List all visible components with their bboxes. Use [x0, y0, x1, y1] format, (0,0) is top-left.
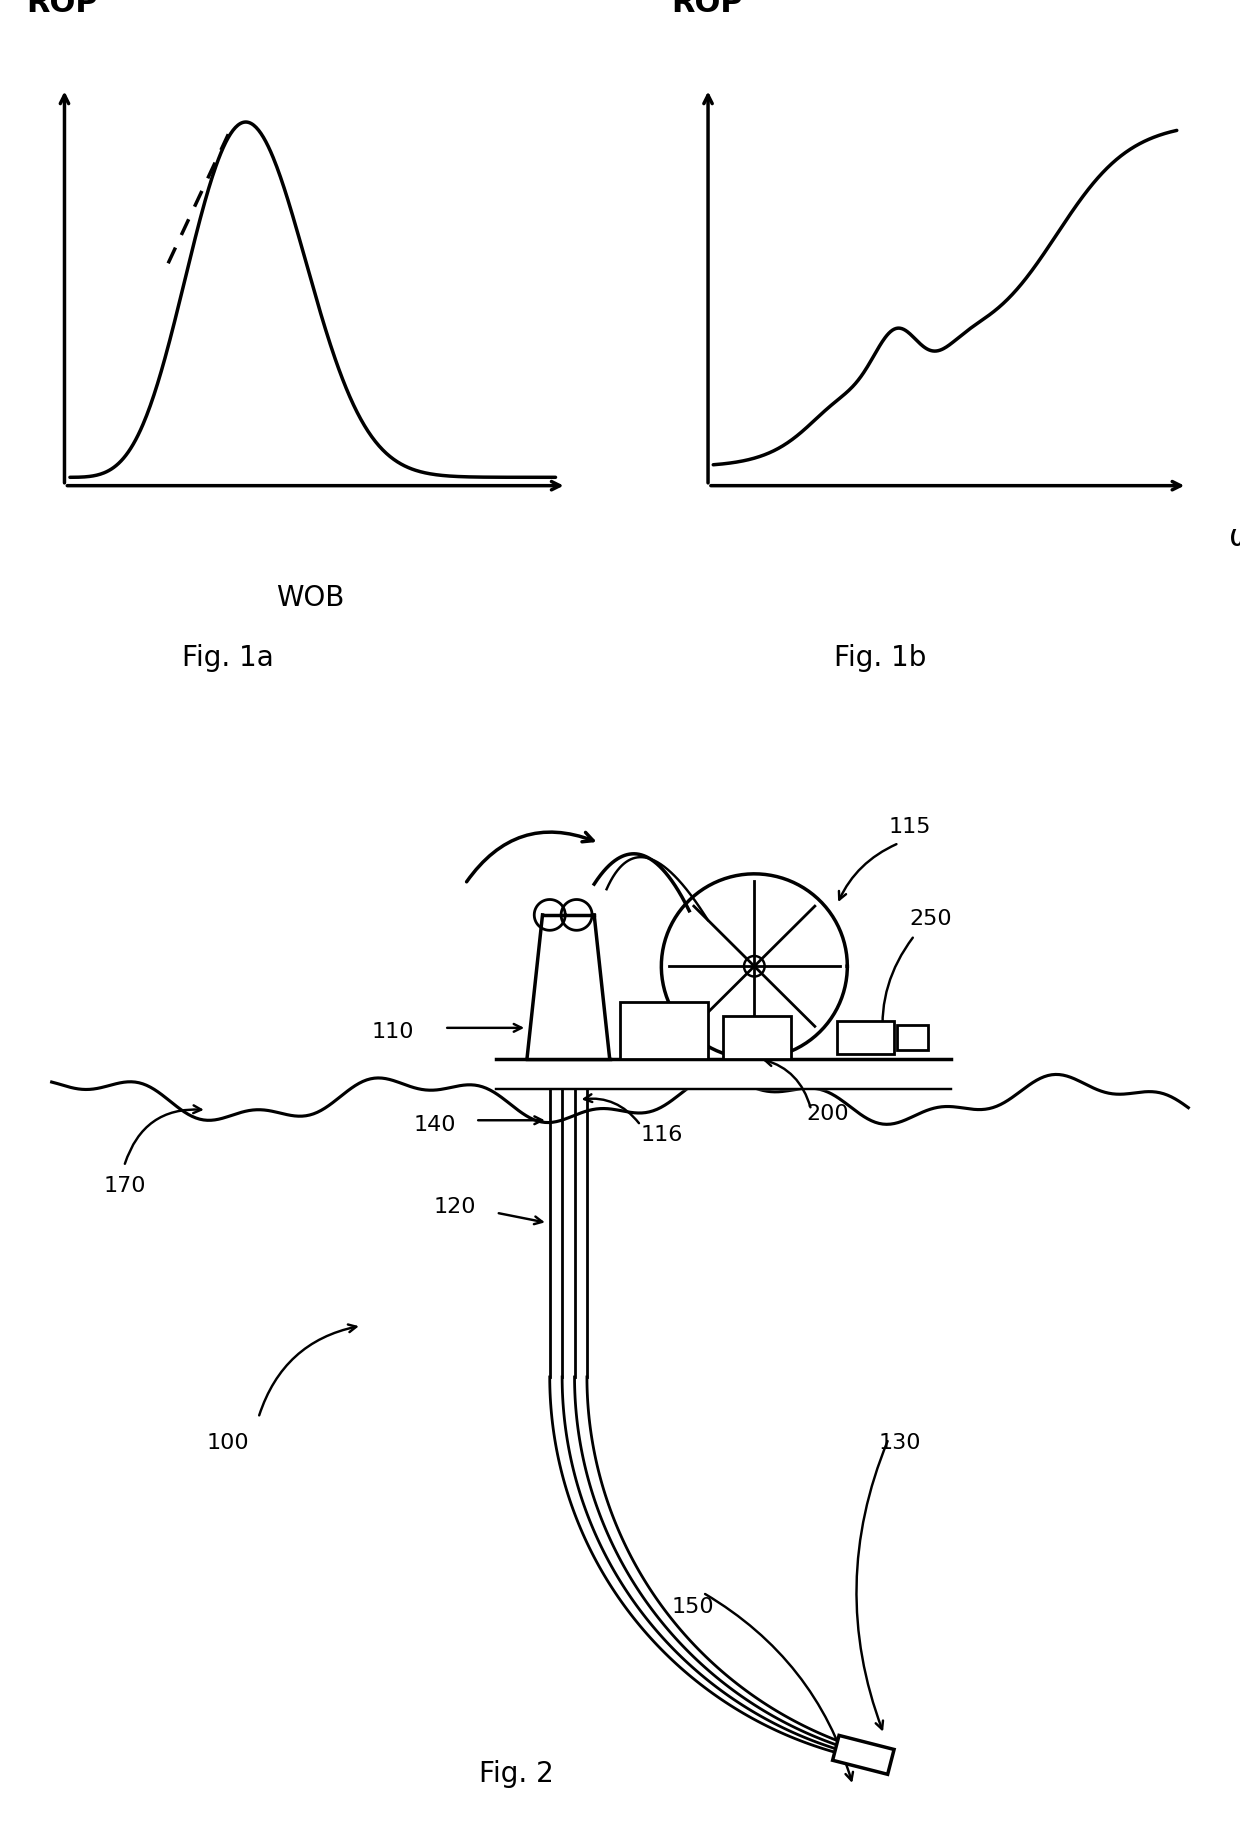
Text: WOB: WOB [275, 585, 345, 612]
Text: 120: 120 [434, 1197, 476, 1217]
Text: Fig. 2: Fig. 2 [480, 1760, 554, 1788]
Text: ROP: ROP [672, 0, 743, 18]
Polygon shape [832, 1736, 894, 1775]
Text: 150: 150 [672, 1596, 714, 1616]
Text: Fig. 1b: Fig. 1b [833, 644, 926, 671]
Text: Fig. 1a: Fig. 1a [182, 644, 274, 671]
Bar [620, 1002, 708, 1059]
Text: ROP: ROP [26, 0, 98, 18]
Text: 130: 130 [878, 1433, 921, 1453]
Text: 200: 200 [806, 1103, 848, 1124]
Bar [837, 1021, 894, 1054]
Text: 116: 116 [641, 1125, 683, 1146]
Bar [897, 1024, 928, 1050]
Text: 250: 250 [909, 908, 952, 929]
Text: 110: 110 [372, 1022, 414, 1043]
Bar [723, 1015, 791, 1059]
Text: 140: 140 [413, 1114, 456, 1135]
Polygon shape [527, 916, 610, 1059]
Text: ω: ω [1229, 524, 1240, 552]
Text: 100: 100 [207, 1433, 249, 1453]
Text: 115: 115 [889, 817, 931, 837]
Text: 170: 170 [103, 1177, 146, 1195]
